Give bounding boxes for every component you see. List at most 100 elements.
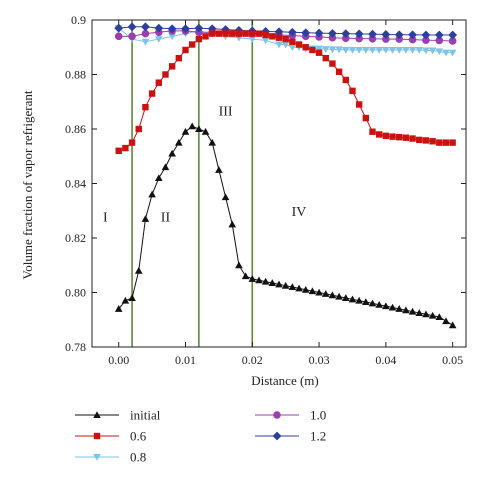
data-point	[148, 190, 156, 198]
series-0-6	[115, 30, 456, 154]
data-point	[341, 29, 351, 39]
data-point	[328, 28, 337, 38]
data-point	[342, 76, 349, 84]
data-point	[255, 276, 263, 284]
data-point	[282, 35, 289, 43]
data-point	[128, 139, 136, 146]
x-tick-label: 0.05	[442, 353, 463, 367]
data-point	[275, 34, 283, 41]
data-point	[141, 215, 150, 222]
data-point	[154, 174, 163, 182]
data-point	[428, 47, 437, 55]
data-point	[154, 23, 164, 33]
data-point	[242, 30, 249, 37]
data-point	[121, 296, 130, 304]
data-point	[422, 47, 430, 55]
data-point	[269, 33, 276, 40]
data-point	[314, 28, 324, 38]
data-point	[396, 133, 403, 141]
data-point	[429, 138, 436, 145]
data-point	[388, 303, 397, 311]
data-point	[168, 33, 176, 41]
data-point	[335, 68, 343, 75]
data-point	[262, 31, 269, 39]
data-point	[115, 147, 122, 154]
data-point	[436, 139, 443, 146]
data-point	[182, 46, 189, 54]
data-point	[435, 313, 444, 321]
data-point	[135, 125, 142, 133]
data-point	[167, 24, 177, 34]
data-point	[321, 46, 330, 53]
data-point	[368, 35, 377, 43]
data-point	[355, 34, 363, 43]
data-point	[295, 284, 303, 292]
data-point	[355, 46, 363, 54]
data-point	[288, 44, 297, 52]
data-point	[287, 27, 297, 37]
data-point	[128, 32, 136, 41]
data-point	[201, 127, 210, 135]
data-point	[188, 41, 196, 48]
data-point	[402, 134, 410, 141]
region-label: III	[219, 104, 233, 119]
data-point	[114, 32, 123, 41]
data-point	[181, 24, 190, 34]
series-initial	[114, 122, 457, 329]
data-point	[449, 139, 456, 146]
data-point	[428, 311, 437, 319]
legend-item: 1.0	[255, 408, 326, 423]
data-point	[395, 46, 404, 54]
data-point	[415, 46, 424, 54]
data-point	[209, 30, 216, 37]
legend-marker	[93, 454, 101, 461]
data-point	[148, 90, 156, 97]
data-point	[241, 272, 250, 280]
data-point	[194, 23, 204, 33]
data-point	[422, 137, 430, 144]
legend-label: initial	[130, 408, 161, 423]
data-point	[389, 133, 396, 140]
x-tick-label: 0.02	[242, 353, 263, 367]
data-point	[442, 317, 450, 325]
x-tick-label: 0.01	[175, 353, 196, 367]
data-point	[275, 280, 283, 288]
y-tick-label: 0.80	[65, 286, 86, 300]
data-point	[442, 139, 450, 146]
data-point	[362, 298, 370, 306]
data-point	[422, 36, 430, 44]
legend-label: 1.2	[310, 429, 326, 444]
axes: 0.00 0.01 0.02 0.03 0.04 0.05 0.78 0.80 0.82 0.84…	[65, 13, 467, 367]
data-point	[289, 38, 296, 45]
data-point	[368, 29, 377, 39]
legend-label: 0.8	[130, 450, 146, 465]
data-point	[375, 300, 383, 308]
data-point	[274, 27, 284, 37]
data-point	[382, 35, 390, 43]
data-point	[142, 104, 149, 111]
data-point	[295, 41, 303, 48]
data-point	[375, 131, 383, 138]
data-point	[181, 127, 190, 135]
data-point	[348, 46, 357, 54]
data-point	[375, 46, 383, 54]
data-point	[301, 28, 311, 38]
data-point	[341, 34, 350, 43]
data-point	[261, 277, 270, 285]
region-label: IV	[292, 205, 307, 220]
data-point	[175, 138, 183, 146]
data-point	[261, 37, 270, 45]
data-point	[175, 54, 183, 62]
data-point	[381, 30, 391, 39]
data-point	[335, 46, 343, 54]
series-line	[118, 33, 453, 152]
y-axis-label: Volume fraction of vapor refrigerant	[20, 90, 35, 279]
x-tick-label: 0.03	[309, 353, 330, 367]
data-point	[394, 30, 404, 40]
data-point	[134, 266, 143, 274]
data-point	[388, 46, 397, 54]
data-point	[268, 279, 277, 286]
data-point	[368, 299, 377, 307]
y-tick-label: 0.86	[65, 122, 86, 136]
